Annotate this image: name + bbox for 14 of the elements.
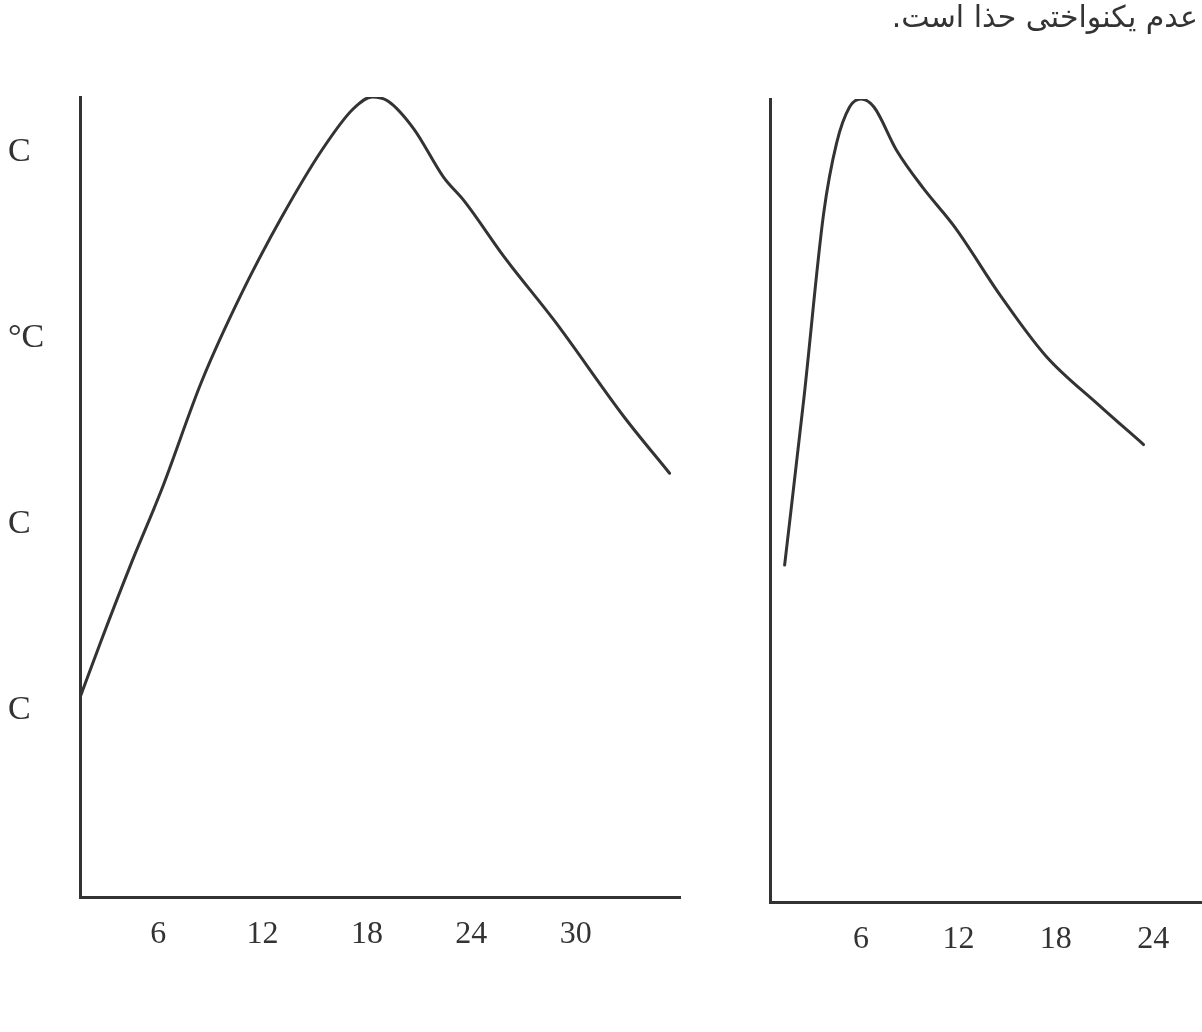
text: C xyxy=(8,689,31,727)
x-tick-label: 6 xyxy=(150,914,167,951)
x-tick-label: 12 xyxy=(246,914,279,951)
x-tick-label: 12 xyxy=(942,919,975,956)
text: عدم یکنواختی حذا است. xyxy=(891,0,1198,34)
text: C xyxy=(8,503,31,541)
x-tick-label: 18 xyxy=(1039,919,1072,956)
text: °C xyxy=(8,317,45,355)
x-tick-label: 30 xyxy=(559,914,592,951)
x-tick-label: 24 xyxy=(455,914,488,951)
text: C xyxy=(8,130,31,168)
x-tick-label: 18 xyxy=(350,914,383,951)
x-tick-label: 24 xyxy=(1137,919,1170,956)
x-tick-label: 6 xyxy=(852,919,869,956)
